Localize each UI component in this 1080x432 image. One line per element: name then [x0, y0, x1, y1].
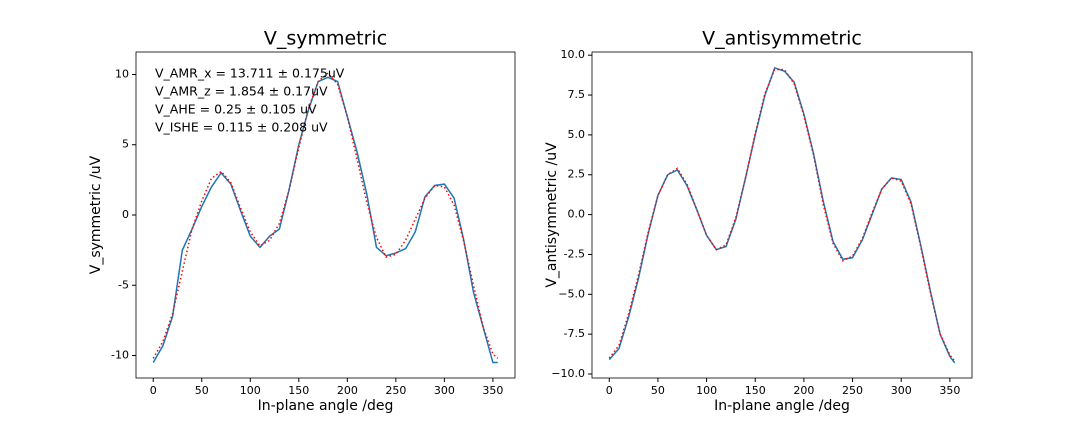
x-axis-label: In-plane angle /deg — [714, 398, 850, 414]
x-axis-label: In-plane angle /deg — [258, 398, 394, 414]
data-line — [608, 68, 956, 362]
x-tick-label: 300 — [891, 384, 912, 397]
y-tick-label: 10 — [115, 67, 129, 80]
x-tick-label: 200 — [337, 384, 358, 397]
y-tick-label: -5 — [118, 278, 129, 291]
annotation: V_AHE = 0.25 ± 0.105 uV — [155, 102, 317, 117]
y-tick-label: 5 — [122, 138, 129, 151]
axes-frame — [591, 51, 973, 379]
x-tick-label: 200 — [793, 384, 814, 397]
x-tick-label: 250 — [385, 384, 406, 397]
x-tick-label: 350 — [482, 384, 503, 397]
annotation: V_ISHE = 0.115 ± 0.208 uV — [155, 120, 328, 135]
x-tick-label: 0 — [150, 384, 157, 397]
y-tick-label: −5.0 — [558, 287, 585, 300]
y-tick-label: 0.0 — [568, 208, 586, 221]
x-tick-label: 100 — [240, 384, 261, 397]
x-tick-label: 350 — [939, 384, 960, 397]
y-tick-label: 2.5 — [568, 168, 586, 181]
axes-frame — [135, 51, 516, 379]
y-tick-label: 7.5 — [568, 88, 586, 101]
x-tick-label: 300 — [434, 384, 455, 397]
x-tick-label: 250 — [842, 384, 863, 397]
chart-title: V_antisymmetric — [702, 28, 862, 50]
y-tick-label: -2.5 — [564, 247, 585, 260]
y-axis-label: V_antisymmetric /uV — [544, 142, 560, 288]
y-tick-label: 10.0 — [561, 48, 586, 61]
data-line — [152, 76, 498, 364]
x-tick-label: 150 — [745, 384, 766, 397]
chart-title: V_symmetric — [264, 28, 387, 50]
x-tick-label: 50 — [195, 384, 209, 397]
y-tick-label: −10.0 — [551, 367, 585, 380]
y-tick-label: -10 — [111, 349, 129, 362]
annotation: V_AMR_z = 1.854 ± 0.17uV — [155, 84, 328, 99]
data-line — [608, 67, 956, 364]
x-tick-label: 150 — [288, 384, 309, 397]
y-tick-label: 5.0 — [568, 128, 586, 141]
y-tick-label: 0 — [122, 208, 129, 221]
x-tick-label: 100 — [696, 384, 717, 397]
y-tick-label: -7.5 — [564, 327, 585, 340]
x-tick-label: 50 — [651, 384, 665, 397]
y-axis-label: V_symmetric /uV — [88, 155, 104, 274]
x-tick-label: 0 — [606, 384, 613, 397]
annotation: V_AMR_x = 13.711 ± 0.175uV — [155, 66, 345, 81]
